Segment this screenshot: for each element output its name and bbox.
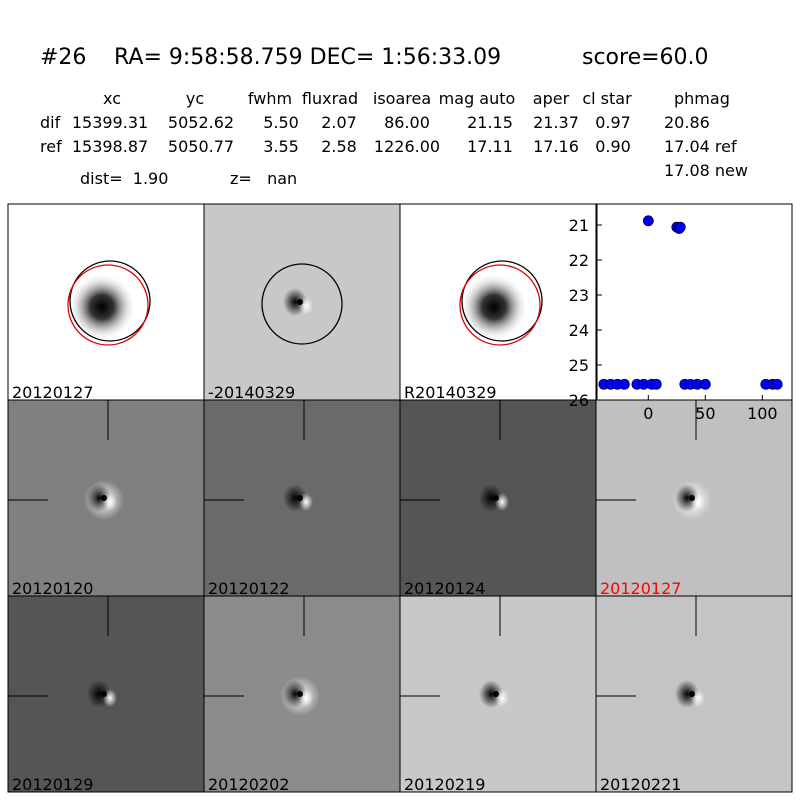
column-header: phmag bbox=[674, 89, 730, 108]
y-tick-label: 23 bbox=[569, 286, 589, 305]
table-cell: 21.15 bbox=[467, 113, 513, 132]
column-header: yc bbox=[186, 89, 204, 108]
point bbox=[771, 378, 783, 390]
z-value: z= nan bbox=[230, 169, 297, 188]
table-cell: 3.55 bbox=[263, 137, 299, 156]
table-cell: 15398.87 bbox=[72, 137, 148, 156]
panel-label: -20140329 bbox=[208, 383, 295, 402]
core bbox=[101, 691, 107, 697]
table-cell: 21.37 bbox=[533, 113, 579, 132]
aperture bbox=[459, 264, 541, 346]
y-tick-label: 24 bbox=[569, 321, 589, 340]
table-note: 17.08 new bbox=[664, 161, 748, 180]
point bbox=[618, 378, 630, 390]
row-label: dif bbox=[40, 113, 61, 132]
aperture bbox=[461, 260, 543, 342]
candidate-id: #26 bbox=[40, 45, 86, 70]
source bbox=[460, 273, 528, 341]
table-cell: 86.00 bbox=[384, 113, 430, 132]
point bbox=[650, 378, 662, 390]
point bbox=[699, 378, 711, 390]
column-header: cl star bbox=[582, 89, 632, 108]
panel-label: 20120202 bbox=[208, 775, 289, 794]
row-label: ref bbox=[40, 137, 62, 156]
column-header: mag auto bbox=[439, 89, 516, 108]
point bbox=[642, 215, 654, 227]
core bbox=[689, 691, 695, 697]
table-cell: 5052.62 bbox=[168, 113, 234, 132]
table-cell: 2.07 bbox=[321, 113, 357, 132]
x-tick-label: 100 bbox=[747, 404, 778, 423]
panel-label: 20120219 bbox=[404, 775, 485, 794]
table-cell: 5050.77 bbox=[168, 137, 234, 156]
table-cell: 17.04 ref bbox=[664, 137, 737, 156]
plot-area bbox=[596, 203, 793, 401]
core bbox=[297, 495, 303, 501]
image-panel bbox=[399, 399, 597, 597]
table-cell: 15399.31 bbox=[72, 113, 148, 132]
panel-label: 20120129 bbox=[12, 775, 93, 794]
table-cell: 1226.00 bbox=[374, 137, 440, 156]
aperture bbox=[67, 264, 149, 346]
aperture bbox=[69, 260, 151, 342]
table-cell: 17.16 bbox=[533, 137, 579, 156]
coordinates: RA= 9:58:58.759 DEC= 1:56:33.09 bbox=[114, 45, 501, 70]
core bbox=[493, 691, 499, 697]
y-tick-label: 21 bbox=[569, 216, 589, 235]
panel-label: 20120127 bbox=[12, 383, 93, 402]
panel-label: 20120120 bbox=[12, 579, 93, 598]
column-header: fwhm bbox=[248, 89, 292, 108]
x-tick-label: 50 bbox=[695, 404, 715, 423]
core bbox=[493, 495, 499, 501]
column-header: isoarea bbox=[373, 89, 431, 108]
point bbox=[674, 221, 686, 233]
score: score=60.0 bbox=[582, 45, 709, 70]
panel-label: 20120124 bbox=[404, 579, 485, 598]
core bbox=[689, 495, 695, 501]
y-tick-label: 25 bbox=[569, 356, 589, 375]
core bbox=[101, 495, 107, 501]
table-cell: 2.58 bbox=[321, 137, 357, 156]
panel-label: R20140329 bbox=[404, 383, 497, 402]
panel-label: 20120127 bbox=[600, 579, 681, 598]
table-cell: 17.11 bbox=[467, 137, 513, 156]
table-cell: 20.86 bbox=[664, 113, 710, 132]
panel-label: 20120122 bbox=[208, 579, 289, 598]
core bbox=[297, 299, 303, 305]
table-cell: 5.50 bbox=[263, 113, 299, 132]
y-tick-label: 22 bbox=[569, 251, 589, 270]
table-cell: 0.97 bbox=[595, 113, 631, 132]
panel-label: 20120221 bbox=[600, 775, 681, 794]
table-cell: 0.90 bbox=[595, 137, 631, 156]
aperture bbox=[261, 263, 343, 345]
distance: dist= 1.90 bbox=[80, 169, 168, 188]
core bbox=[297, 691, 303, 697]
column-header: xc bbox=[103, 89, 121, 108]
column-header: fluxrad bbox=[302, 89, 358, 108]
x-tick-label: 0 bbox=[643, 404, 653, 423]
source bbox=[68, 273, 136, 341]
y-tick-label: 26 bbox=[569, 391, 589, 410]
column-header: aper bbox=[533, 89, 570, 108]
